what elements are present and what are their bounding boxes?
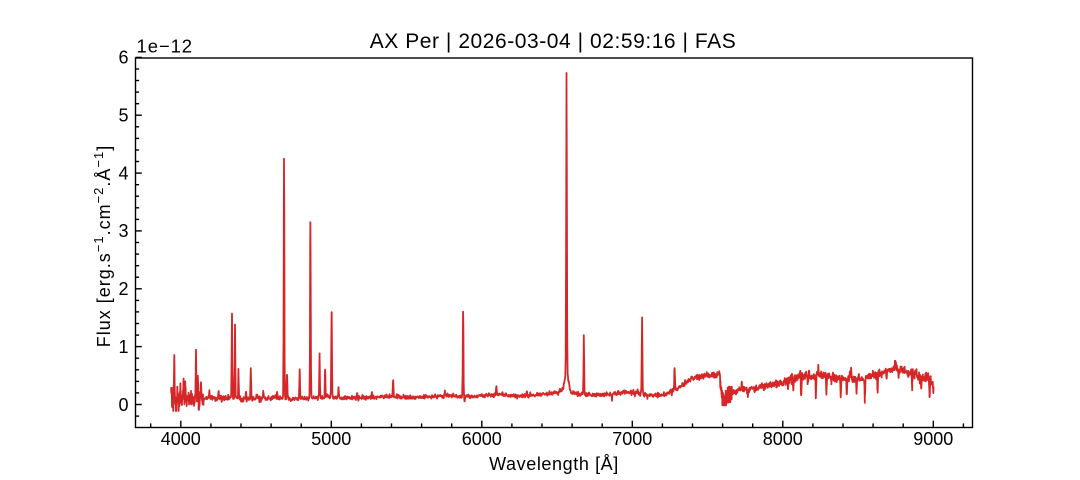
svg-text:0: 0 bbox=[118, 395, 128, 415]
svg-text:5: 5 bbox=[118, 106, 128, 126]
svg-text:5000: 5000 bbox=[311, 429, 351, 449]
svg-text:2: 2 bbox=[118, 279, 128, 299]
svg-text:6000: 6000 bbox=[462, 429, 502, 449]
svg-text:4000: 4000 bbox=[161, 429, 201, 449]
svg-text:6: 6 bbox=[118, 48, 128, 68]
svg-text:3: 3 bbox=[118, 221, 128, 241]
svg-text:9000: 9000 bbox=[913, 429, 953, 449]
svg-text:7000: 7000 bbox=[612, 429, 652, 449]
svg-text:Wavelength [Å]: Wavelength [Å] bbox=[489, 454, 619, 474]
svg-text:AX Per | 2026-03-04 | 02:59:16: AX Per | 2026-03-04 | 02:59:16 | FAS bbox=[370, 30, 737, 53]
svg-text:8000: 8000 bbox=[763, 429, 803, 449]
svg-text:1: 1 bbox=[118, 337, 128, 357]
svg-text:1e−12: 1e−12 bbox=[137, 36, 193, 57]
svg-text:4: 4 bbox=[118, 163, 128, 183]
